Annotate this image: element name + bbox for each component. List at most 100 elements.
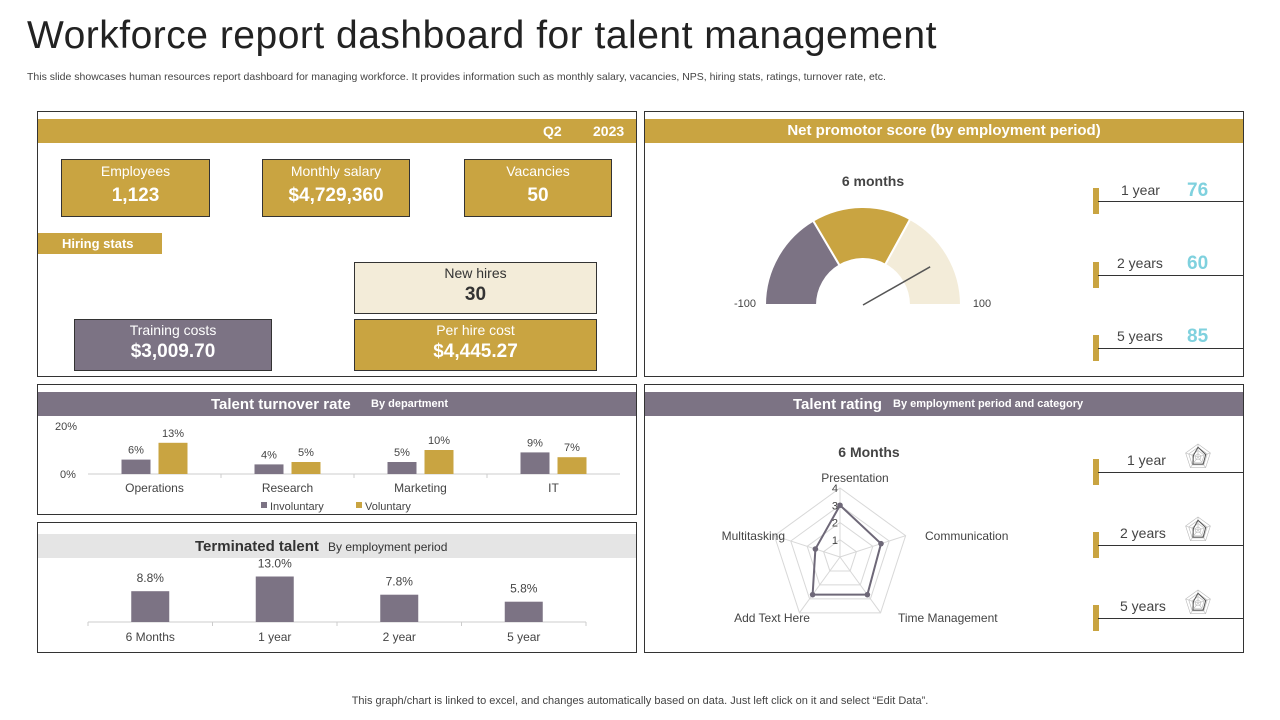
nps-marker-1 [1093, 188, 1099, 214]
year-label: 2023 [593, 123, 625, 139]
turnover-header-bar: Talent turnover rate By department [38, 392, 636, 416]
turnover-bar-involuntary-1 [254, 464, 284, 474]
nps-row-value-2: 60 [1187, 253, 1209, 274]
terminated-xtick-1: 1 year [258, 630, 291, 644]
radar-axis-label-4: Multitasking [722, 529, 785, 543]
per-hire-cost-value: $4,445.27 [433, 341, 518, 362]
mini-radar-3-grid-4 [1185, 589, 1211, 614]
radar-point-2 [864, 591, 871, 598]
mini-radar-2-spoke-4 [1185, 525, 1199, 531]
kpi-per-hire-cost[interactable]: Per hire cost $4,445.27 [354, 319, 597, 371]
mini-radar-2-series-line [1192, 519, 1207, 538]
nps-divider-1 [1098, 201, 1243, 202]
rating-divider-1 [1098, 472, 1243, 473]
footer-note: This graph/chart is linked to excel, and… [351, 695, 929, 707]
nps-gauge-title: 6 months [842, 173, 904, 189]
radar-rtick-1: 1 [832, 535, 838, 547]
training-costs-label: Training costs [129, 322, 217, 338]
rating-panel [644, 384, 1244, 653]
nps-divider-2 [1098, 275, 1243, 276]
kpi-training-costs[interactable]: Training costs $3,009.70 [74, 319, 272, 371]
rating-mini-radar-2 [1185, 516, 1211, 541]
turnover-legend-swatch-0 [261, 502, 267, 508]
rating-marker-1 [1093, 459, 1099, 485]
radar-grid-1 [823, 539, 857, 572]
rating-row-label-2: 2 years [1120, 525, 1166, 541]
turnover-bar-involuntary-3 [520, 452, 550, 474]
page-subtitle: This slide showcases human resources rep… [27, 71, 886, 83]
kpi-employees[interactable]: Employees 1,123 [61, 159, 210, 217]
mini-radar-3-grid-3 [1188, 592, 1208, 612]
hiring-stats-label: Hiring stats [62, 236, 134, 251]
turnover-title: Talent turnover rate [211, 396, 351, 413]
turnover-chart[interactable]: 20% 0% 6% 13% Operations 4% 5% Research 5% 10% Mar… [38, 416, 636, 514]
terminated-title: Terminated talent [195, 538, 319, 555]
turnover-data-label-0-1: 4% [261, 449, 277, 461]
turnover-legend-swatch-1 [356, 502, 362, 508]
turnover-data-label-1-0: 13% [162, 428, 184, 440]
radar-spoke-1 [839, 535, 906, 558]
mini-radar-2-spoke-3 [1190, 529, 1199, 541]
turnover-ytick-zero: 0% [60, 469, 76, 481]
rating-marker-2 [1093, 532, 1099, 558]
kpi-employees-label: Employees [100, 163, 171, 179]
turnover-data-label-1-3: 7% [564, 442, 580, 454]
per-hire-cost-label: Per hire cost [436, 322, 515, 338]
mini-radar-2-grid-1 [1194, 526, 1202, 533]
mini-radar-2-grid-4 [1185, 516, 1211, 541]
mini-radar-1-grid-4 [1185, 443, 1211, 468]
nps-marker-2 [1093, 262, 1099, 288]
kpi-monthly-salary[interactable]: Monthly salary $4,729,360 [262, 159, 410, 217]
nps-row-label-1: 1 year [1121, 182, 1160, 198]
kpi-vacancies[interactable]: Vacancies 50 [464, 159, 612, 217]
mini-radar-2-grid-3 [1188, 519, 1208, 539]
rating-radar-chart[interactable]: 6 Months Presentation Communication Time Ma… [700, 435, 1040, 650]
turnover-subtitle: By department [371, 398, 449, 410]
mini-radar-1-spoke-1 [1197, 452, 1211, 458]
turnover-xtick-2: Marketing [394, 481, 447, 495]
kpi-new-hires[interactable]: New hires 30 [354, 262, 597, 314]
terminated-chart[interactable]: 8.8% 6 Months 13.0% 1 year 7.8% 2 year 5.8% 5 y… [38, 558, 636, 652]
nps-row-label-2: 2 years [1117, 255, 1163, 271]
nps-gauge[interactable]: 6 months -100 100 [720, 165, 1060, 325]
mini-radar-1-spoke-3 [1190, 456, 1199, 468]
turnover-ytick-top: 20% [55, 421, 77, 433]
nps-row-label-3: 5 years [1117, 328, 1163, 344]
mini-radar-1-grid-2 [1191, 450, 1205, 463]
terminated-data-label-1: 13.0% [258, 558, 292, 571]
kpi-salary-value: $4,729,360 [288, 185, 384, 206]
kpi-vacancies-value: 50 [527, 185, 549, 206]
mini-radar-1-spoke-4 [1185, 452, 1199, 458]
mini-radar-3-spoke-2 [1197, 602, 1206, 614]
mini-radar-2-grid-2 [1191, 523, 1205, 536]
turnover-legend-voluntary: Voluntary [365, 501, 411, 513]
radar-rtick-4: 4 [832, 483, 838, 495]
terminated-xtick-3: 5 year [507, 630, 540, 644]
turnover-data-label-0-0: 6% [128, 445, 144, 457]
rating-title: Talent rating [793, 396, 882, 413]
mini-radar-1-grid-3 [1188, 446, 1208, 466]
training-costs-value: $3,009.70 [130, 341, 216, 362]
turnover-xtick-0: Operations [125, 481, 184, 495]
radar-axis-label-1: Communication [925, 529, 1008, 543]
kpi-salary-label: Monthly salary [290, 163, 382, 179]
nps-divider-3 [1098, 348, 1243, 349]
nps-panel [644, 111, 1244, 377]
mini-radar-3-spoke-4 [1185, 598, 1199, 604]
rating-row-label-1: 1 year [1127, 452, 1166, 468]
turnover-xtick-1: Research [262, 481, 313, 495]
radar-series-line [811, 503, 883, 596]
turnover-bar-involuntary-0 [121, 459, 151, 474]
rating-row-label-3: 5 years [1120, 598, 1166, 614]
mini-radar-3-spoke-1 [1197, 598, 1211, 604]
terminated-header-bar: Terminated talent By employment period [38, 534, 636, 558]
mini-radar-3-grid-2 [1191, 596, 1205, 609]
rating-subtitle: By employment period and category [893, 398, 1084, 410]
terminated-bar-2 [380, 594, 419, 622]
terminated-bar-3 [504, 601, 543, 622]
radar-axis-label-0: Presentation [821, 471, 888, 485]
rating-mini-radar-3 [1185, 589, 1211, 614]
rating-mini-radar-1 [1185, 443, 1211, 468]
radar-point-0 [837, 502, 843, 509]
quarter-label: Q2 [543, 123, 562, 139]
